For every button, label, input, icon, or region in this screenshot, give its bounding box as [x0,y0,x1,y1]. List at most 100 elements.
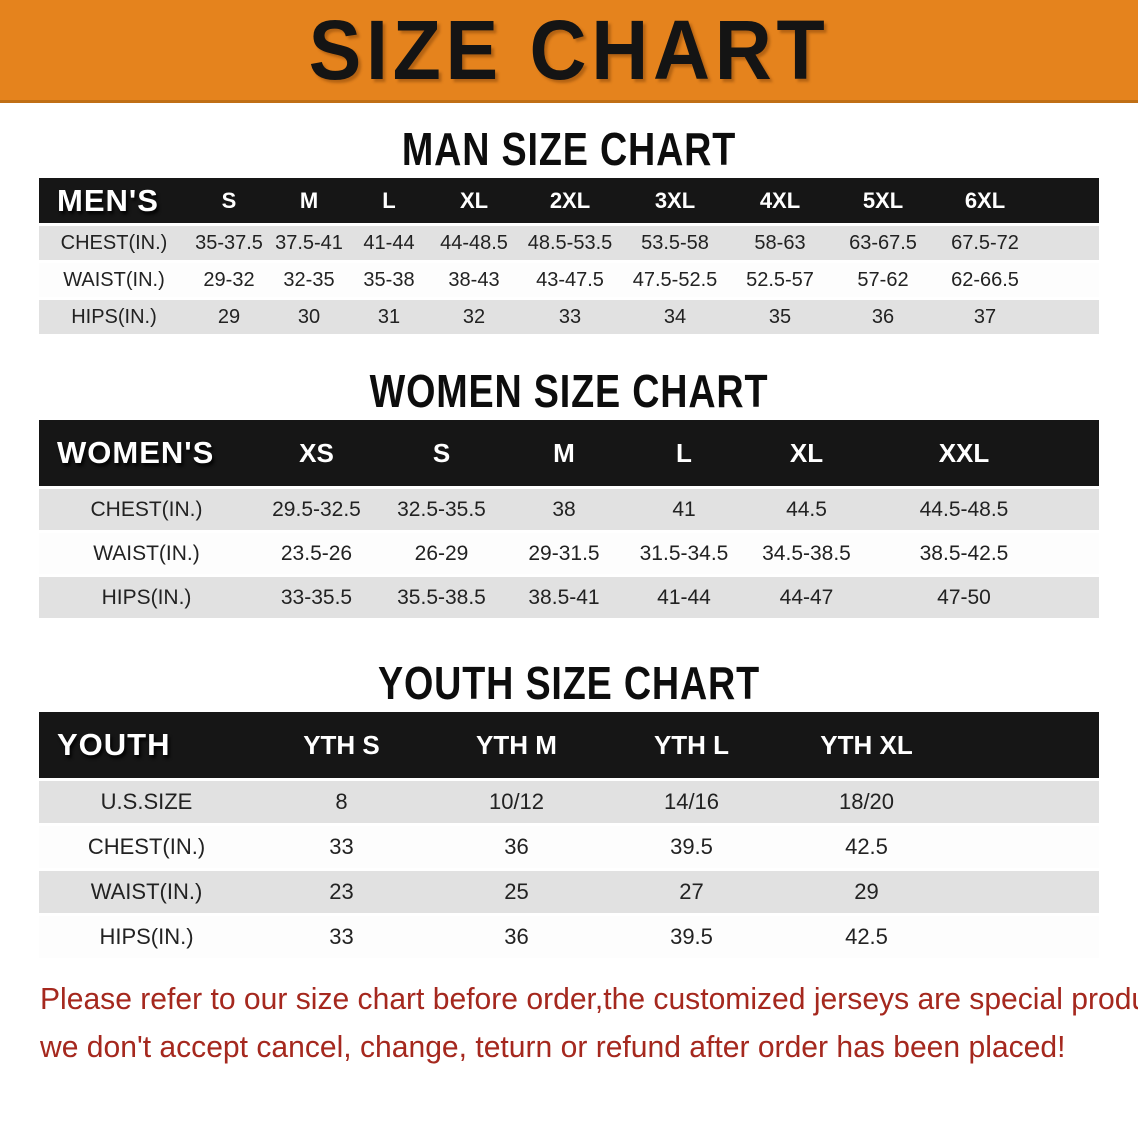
measurement-value: 33 [519,300,621,334]
measurement-value: 35 [729,300,831,334]
size-column-header: L [624,420,744,486]
size-column-header: XXL [869,420,1059,486]
banner-title: SIZE CHART [308,3,830,97]
measurement-value: 29-31.5 [504,533,624,574]
measurement-value: 37.5-41 [269,226,349,260]
size-header-row: YOUTH YTH S YTH M YTH L YTH XL [39,712,1099,778]
filler-cell [954,916,1099,958]
measurement-value: 34 [621,300,729,334]
measurement-value: 41-44 [624,577,744,618]
measurement-value: 33-35.5 [254,577,379,618]
measurement-value: 29 [189,300,269,334]
filler-cell [1035,263,1099,297]
measurement-value: 33 [254,916,429,958]
measurement-value: 30 [269,300,349,334]
size-column-header: YTH S [254,712,429,778]
filler-cell [1035,300,1099,334]
size-column-header: XL [429,178,519,223]
filler-cell [1059,489,1099,530]
size-column-header: 5XL [831,178,935,223]
measurement-value: 8 [254,781,429,823]
measurement-value: 58-63 [729,226,831,260]
size-column-header: 2XL [519,178,621,223]
filler-cell [1035,226,1099,260]
measurement-value: 43-47.5 [519,263,621,297]
measurement-value: 29-32 [189,263,269,297]
measurement-row: WAIST(IN.) 29-32 32-35 35-38 38-43 43-47.5 47.… [39,263,1099,297]
measurement-label: WAIST(IN.) [39,871,254,913]
measurement-value: 34.5-38.5 [744,533,869,574]
measurement-value: 26-29 [379,533,504,574]
measurement-value: 44-47 [744,577,869,618]
measurement-value: 52.5-57 [729,263,831,297]
size-column-header: S [189,178,269,223]
measurement-label: U.S.SIZE [39,781,254,823]
size-column-header: 4XL [729,178,831,223]
measurement-value: 47.5-52.5 [621,263,729,297]
men-size-table: MEN'S S M L XL 2XL 3XL 4XL 5XL 6XL CHEST(IN.) 35-37… [39,175,1099,337]
filler-cell [954,826,1099,868]
filler-cell [1059,533,1099,574]
size-column-header: XS [254,420,379,486]
size-column-header: YTH M [429,712,604,778]
measurement-value: 39.5 [604,826,779,868]
measurement-value: 47-50 [869,577,1059,618]
measurement-value: 27 [604,871,779,913]
measurement-value: 36 [429,826,604,868]
size-header-row: MEN'S S M L XL 2XL 3XL 4XL 5XL 6XL [39,178,1099,223]
measurement-row: HIPS(IN.) 33 36 39.5 42.5 [39,916,1099,958]
measurement-row: U.S.SIZE 8 10/12 14/16 18/20 [39,781,1099,823]
measurement-value: 41 [624,489,744,530]
youth-section-heading: YOUTH SIZE CHART [378,657,760,709]
filler-cell [1059,577,1099,618]
size-column-header: M [269,178,349,223]
measurement-value: 38.5-42.5 [869,533,1059,574]
measurement-value: 23 [254,871,429,913]
measurement-label: WAIST(IN.) [39,533,254,574]
measurement-value: 62-66.5 [935,263,1035,297]
measurement-value: 42.5 [779,826,954,868]
size-header-row: WOMEN'S XS S M L XL XXL [39,420,1099,486]
disclaimer-text: Please refer to our size chart before or… [40,975,1138,1071]
measurement-value: 33 [254,826,429,868]
filler-cell [1035,178,1099,223]
measurement-value: 29 [779,871,954,913]
measurement-value: 53.5-58 [621,226,729,260]
measurement-label: HIPS(IN.) [39,916,254,958]
measurement-value: 23.5-26 [254,533,379,574]
measurement-value: 32-35 [269,263,349,297]
measurement-value: 38-43 [429,263,519,297]
size-column-header: 6XL [935,178,1035,223]
measurement-label: CHEST(IN.) [39,826,254,868]
measurement-value: 14/16 [604,781,779,823]
measurement-label: CHEST(IN.) [39,226,189,260]
measurement-value: 31.5-34.5 [624,533,744,574]
measurement-value: 35.5-38.5 [379,577,504,618]
measurement-value: 37 [935,300,1035,334]
measurement-value: 32 [429,300,519,334]
measurement-value: 32.5-35.5 [379,489,504,530]
measurement-value: 36 [831,300,935,334]
measurement-value: 44.5 [744,489,869,530]
measurement-row: CHEST(IN.) 29.5-32.5 32.5-35.5 38 41 44.5 44.5… [39,489,1099,530]
measurement-value: 35-38 [349,263,429,297]
filler-cell [1059,420,1099,486]
measurement-row: CHEST(IN.) 35-37.5 37.5-41 41-44 44-48.5 48.5… [39,226,1099,260]
measurement-value: 48.5-53.5 [519,226,621,260]
measurement-value: 42.5 [779,916,954,958]
measurement-value: 18/20 [779,781,954,823]
measurement-row: CHEST(IN.) 33 36 39.5 42.5 [39,826,1099,868]
measurement-label: HIPS(IN.) [39,300,189,334]
table-group-label: MEN'S [39,178,189,223]
measurement-label: WAIST(IN.) [39,263,189,297]
measurement-row: HIPS(IN.) 29 30 31 32 33 34 35 36 37 [39,300,1099,334]
disclaimer-line-2: we don't accept cancel, change, teturn o… [40,1029,1066,1064]
size-column-header: L [349,178,429,223]
measurement-value: 36 [429,916,604,958]
measurement-value: 10/12 [429,781,604,823]
size-column-header: YTH XL [779,712,954,778]
size-column-header: XL [744,420,869,486]
measurement-value: 44.5-48.5 [869,489,1059,530]
measurement-row: WAIST(IN.) 23 25 27 29 [39,871,1099,913]
filler-cell [954,871,1099,913]
